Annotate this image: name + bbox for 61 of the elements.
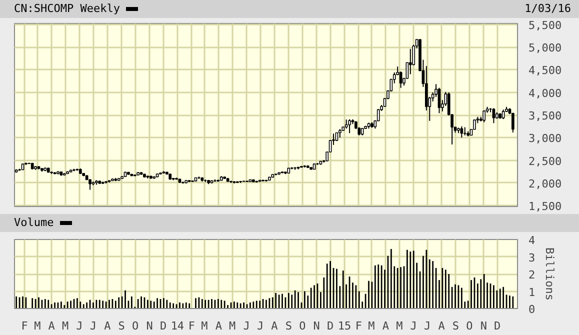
x-tick-label: A: [48, 320, 56, 332]
y-axis-title: Billions: [543, 248, 556, 300]
x-tick-label: M: [201, 320, 208, 332]
y-tick-label: 4,500: [528, 64, 562, 78]
y-tick-label: 3: [528, 251, 536, 264]
x-tick-label: J: [243, 320, 250, 332]
x-tick-label: D: [326, 320, 334, 332]
y-tick-label: 0: [528, 303, 536, 316]
y-tick-label: 2,500: [528, 154, 562, 168]
x-tick-label: M: [229, 320, 236, 332]
y-tick-label: 2: [528, 268, 536, 282]
candlestick: [463, 126, 466, 136]
candlestick: [344, 119, 348, 130]
candlestick: [348, 118, 351, 134]
text: 1/03/16: [524, 1, 571, 17]
x-tick-label: M: [396, 320, 404, 332]
x-tick-label: J: [76, 320, 83, 332]
y-tick-label: 1,500: [528, 200, 562, 214]
x-tick-label: D: [494, 320, 501, 332]
x-tick-label: J: [256, 320, 264, 332]
x-tick-label: N: [146, 320, 153, 332]
y-tick-label: 4,000: [528, 86, 562, 100]
x-tick-label: 15: [338, 320, 352, 332]
chart-title: CN:SHCOMP Weekly: [14, 2, 120, 15]
x-tick-label: S: [285, 320, 292, 332]
x-tick-label: A: [215, 320, 222, 332]
x-tick-label: M: [62, 320, 69, 332]
candlestick: [492, 108, 496, 124]
y-tick-label: 3,000: [528, 132, 562, 146]
x-tick-label: M: [368, 320, 376, 332]
x-tick-label: F: [188, 320, 195, 332]
x-tick-label: D: [160, 320, 167, 332]
x-tick-label: A: [382, 320, 390, 332]
x-tick-label: J: [410, 320, 417, 332]
y-tick-label: 3,500: [528, 110, 562, 122]
candlestick: [460, 126, 464, 138]
x-tick-label: O: [466, 320, 473, 332]
y-tick-label: 5,500: [528, 18, 562, 32]
y-tick-label: 1: [528, 286, 536, 299]
candlestick: [88, 178, 92, 190]
x-tick-label: A: [104, 320, 112, 332]
x-tick-label: O: [299, 320, 306, 332]
x-tick-label: J: [90, 320, 97, 332]
y-tick-label: 2,000: [528, 177, 562, 190]
x-tick-label: O: [132, 320, 139, 332]
candlestick: [502, 109, 505, 120]
chart-title: Volume: [14, 216, 54, 229]
x-tick-label: M: [34, 320, 42, 332]
x-tick-label: F: [21, 320, 28, 332]
x-tick-label: 14: [170, 320, 184, 332]
x-tick-label: N: [480, 320, 487, 332]
x-tick-label: A: [271, 320, 278, 332]
x-tick-label: N: [313, 320, 320, 332]
y-tick-label: 4: [528, 234, 536, 247]
x-tick-label: F: [355, 320, 362, 332]
x-tick-label: A: [438, 320, 446, 332]
candlestick: [408, 48, 412, 75]
x-tick-label: S: [452, 320, 460, 332]
x-tick-label: J: [424, 320, 431, 332]
x-tick-label: S: [118, 320, 125, 332]
y-tick-label: 5,000: [528, 42, 562, 55]
